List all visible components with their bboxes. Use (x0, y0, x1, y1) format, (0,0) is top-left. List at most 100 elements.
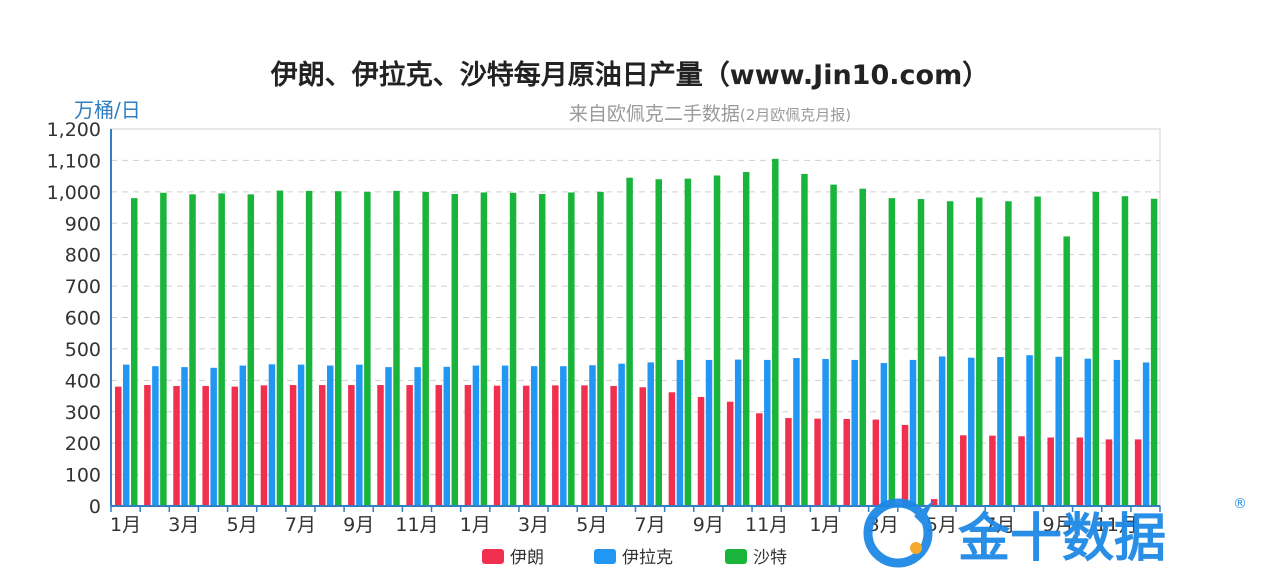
y-tick-label: 100 (65, 465, 101, 487)
bar-沙特-8 (334, 191, 342, 506)
bar-沙特-14 (509, 192, 517, 506)
bar-伊朗-1 (115, 386, 122, 506)
bar-伊朗-11 (406, 385, 413, 506)
bar-伊拉克-30 (968, 357, 975, 506)
bar-伊拉克-20 (676, 359, 684, 506)
bar-沙特-13 (480, 192, 488, 506)
bar-伊拉克-26 (851, 359, 858, 506)
bar-伊朗-3 (173, 385, 180, 506)
bar-伊拉克-35 (1113, 359, 1121, 506)
bar-伊拉克-13 (472, 365, 480, 506)
bar-伊朗-18 (610, 385, 617, 506)
bar-伊朗-24 (785, 418, 792, 506)
bar-伊拉克-15 (530, 366, 538, 506)
bar-沙特-34 (1092, 191, 1100, 506)
bar-伊朗-9 (348, 385, 355, 506)
bar-伊拉克-14 (501, 365, 509, 506)
bar-伊拉克-2 (152, 366, 159, 506)
bar-沙特-12 (451, 194, 459, 506)
y-tick-label: 1,000 (47, 182, 101, 204)
bar-伊拉克-7 (297, 364, 305, 507)
bars (115, 158, 1158, 507)
legend-swatch (725, 549, 747, 564)
bar-沙特-22 (742, 172, 750, 507)
bar-沙特-26 (859, 188, 866, 506)
bar-伊朗-20 (668, 392, 676, 506)
bar-沙特-6 (276, 190, 284, 506)
bar-沙特-18 (626, 177, 633, 506)
bar-伊朗-27 (872, 419, 880, 506)
x-tick-label: 7月 (635, 514, 666, 536)
bar-沙特-29 (946, 201, 954, 506)
legend-label: 伊拉克 (622, 548, 673, 568)
bar-伊拉克-5 (239, 365, 247, 506)
y-tick-label: 0 (89, 496, 101, 518)
bar-伊朗-23 (756, 413, 763, 506)
watermark: 金十数据 ® (863, 496, 1247, 569)
bar-伊朗-35 (1105, 439, 1113, 506)
bar-伊拉克-32 (1026, 355, 1033, 506)
bar-伊拉克-18 (618, 363, 625, 506)
watermark-text: 金十数据 (957, 509, 1166, 569)
bar-伊朗-26 (843, 418, 850, 506)
bar-沙特-16 (568, 192, 575, 506)
bar-伊拉克-17 (589, 365, 596, 506)
bar-伊拉克-4 (210, 367, 217, 506)
bar-伊拉克-12 (443, 366, 451, 506)
x-tick-label: 9月 (1042, 514, 1073, 536)
x-tick-label: 1月 (460, 514, 491, 536)
bar-伊拉克-24 (793, 358, 800, 506)
grid-lines (111, 128, 1160, 476)
bar-沙特-28 (917, 199, 925, 506)
y-tick-label: 1,100 (47, 150, 101, 172)
bar-伊朗-19 (639, 387, 646, 506)
x-tick-label: 9月 (693, 514, 724, 536)
bar-沙特-23 (772, 158, 779, 506)
bar-伊朗-14 (493, 385, 501, 506)
x-tick-label: 3月 (168, 514, 199, 536)
bar-伊拉克-23 (764, 359, 771, 506)
legend-swatch (594, 549, 616, 564)
bar-沙特-19 (655, 179, 662, 506)
y-tick-label: 300 (65, 402, 101, 424)
bar-沙特-5 (247, 194, 255, 506)
bar-沙特-21 (713, 175, 721, 506)
bar-沙特-30 (976, 197, 983, 507)
bar-沙特-32 (1034, 196, 1041, 507)
legend-swatch (482, 549, 504, 564)
bar-伊朗-17 (581, 385, 588, 506)
bar-沙特-36 (1150, 198, 1158, 506)
bar-伊朗-4 (202, 385, 209, 506)
bar-沙特-25 (830, 184, 837, 507)
bar-伊朗-6 (260, 385, 268, 506)
bar-伊拉克-25 (822, 358, 829, 506)
y-tick-label: 800 (65, 245, 101, 267)
bar-伊朗-36 (1134, 439, 1142, 506)
bar-伊拉克-33 (1055, 356, 1062, 506)
bar-伊拉克-21 (705, 359, 713, 506)
chart-subtitle-main: 来自欧佩克二手数据 (569, 103, 740, 125)
bar-伊朗-28 (901, 424, 909, 506)
bar-伊拉克-19 (647, 362, 654, 506)
x-tick-label: 7月 (285, 514, 316, 536)
bar-伊朗-5 (231, 386, 239, 506)
bar-伊拉克-36 (1142, 362, 1150, 506)
bar-沙特-11 (422, 191, 429, 506)
bar-伊朗-32 (1018, 436, 1025, 506)
x-tick-label: 9月 (343, 514, 374, 536)
x-tick-label: 11月 (745, 514, 788, 536)
bar-沙特-20 (684, 178, 692, 506)
bar-伊朗-2 (144, 385, 151, 506)
x-tick-label: 3月 (518, 514, 549, 536)
bar-伊拉克-10 (385, 367, 392, 506)
bar-伊朗-33 (1047, 437, 1054, 506)
y-tick-label: 500 (65, 339, 101, 361)
bar-伊朗-21 (697, 396, 705, 506)
y-tick-label: 200 (65, 433, 101, 455)
bar-沙特-4 (218, 193, 225, 506)
x-tick-label: 5月 (926, 514, 957, 536)
bar-沙特-17 (597, 191, 604, 506)
bar-伊朗-29 (930, 499, 938, 506)
bar-伊拉克-11 (414, 367, 421, 506)
bar-伊拉克-29 (938, 356, 946, 506)
